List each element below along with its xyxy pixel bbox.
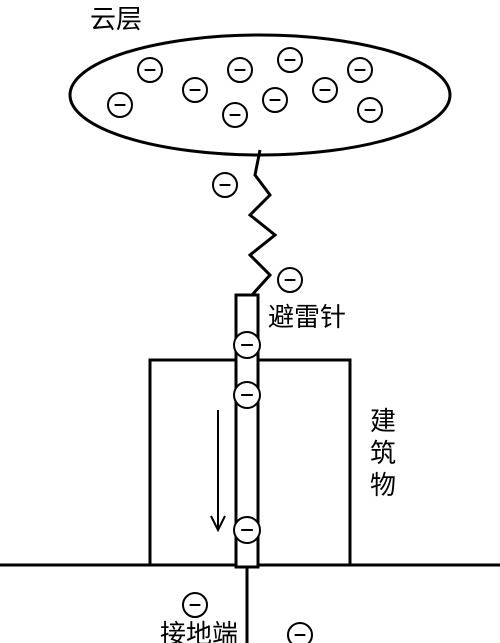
negative-charge-icon	[108, 93, 132, 117]
svg-text:建: 建	[370, 407, 396, 436]
negative-charge-icon	[234, 382, 260, 408]
negative-charge-icon	[223, 103, 247, 127]
lightning-bolt	[250, 150, 275, 295]
falling-charges	[213, 173, 302, 292]
cloud-label: 云层	[90, 5, 142, 34]
lightning-rod-diagram: 云层 避雷针 建筑物 接地端	[0, 0, 500, 643]
negative-charge-icon	[358, 98, 382, 122]
negative-charge-icon	[348, 58, 372, 82]
ground-label: 接地端	[160, 620, 238, 643]
building-label: 建筑物	[370, 407, 396, 500]
negative-charge-icon	[278, 48, 302, 72]
negative-charge-icon	[313, 78, 337, 102]
rod-label: 避雷针	[268, 303, 346, 332]
negative-charge-icon	[213, 173, 237, 197]
negative-charge-icon	[234, 332, 260, 358]
negative-charge-icon	[183, 78, 207, 102]
svg-text:筑: 筑	[370, 439, 396, 468]
svg-text:物: 物	[370, 471, 396, 500]
negative-charge-icon	[234, 517, 260, 543]
cloud-charges	[108, 48, 382, 127]
negative-charge-icon	[228, 58, 252, 82]
negative-charge-icon	[183, 593, 207, 617]
negative-charge-icon	[278, 268, 302, 292]
negative-charge-icon	[263, 88, 287, 112]
negative-charge-icon	[138, 58, 162, 82]
negative-charge-icon	[288, 623, 312, 643]
